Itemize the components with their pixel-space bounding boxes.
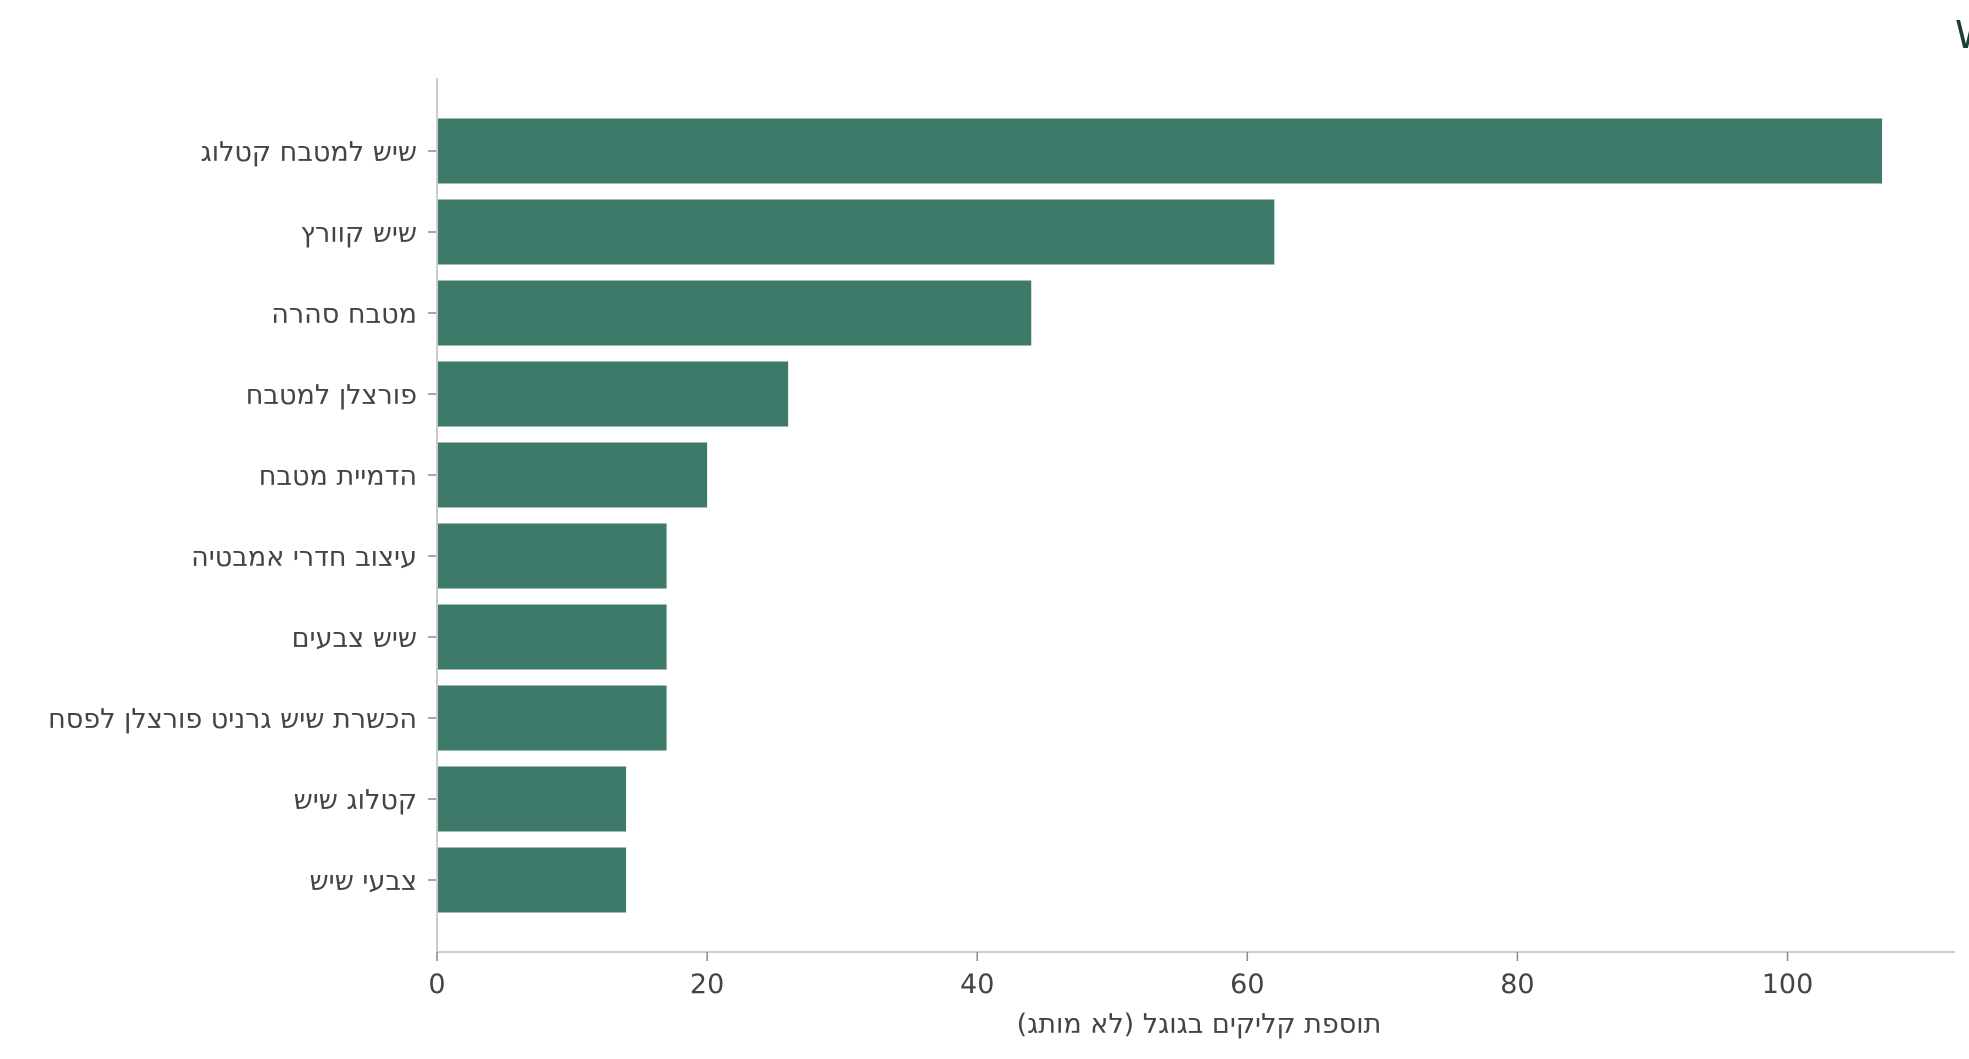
category-label: קטלוג שיש	[294, 785, 417, 816]
bar	[437, 442, 708, 508]
x-tick-label: 60	[1230, 969, 1264, 1000]
bar	[437, 199, 1275, 265]
bar	[437, 604, 667, 670]
category-label: מטבח סהרה	[271, 299, 417, 330]
x-tick-label: 40	[960, 969, 994, 1000]
category-label: פורצלן למטבח	[246, 380, 417, 411]
category-label: צבעי שיש	[310, 866, 417, 897]
category-labels: שיש למטבח קטלוג שיש קוורץ מטבח סהרה פורצלן …	[48, 137, 437, 897]
x-ticks: 0 20 40 60 80 100	[428, 952, 1813, 1000]
bar	[437, 523, 667, 589]
x-tick-label: 0	[428, 969, 445, 1000]
bar	[437, 118, 1883, 184]
category-label: הדמיית מטבח	[259, 461, 417, 492]
bar	[437, 847, 627, 913]
x-axis-title: תוספת קליקים בגוגל (לא מותג)	[1017, 1009, 1382, 1040]
category-label: הכשרת שיש גרניט פורצלן לפסח	[48, 704, 417, 735]
chart-title: ביטויים רלוונטיים שעלו · WMT	[1955, 13, 1969, 57]
x-tick-label: 80	[1500, 969, 1534, 1000]
x-tick-label: 100	[1762, 969, 1814, 1000]
category-label: שיש למטבח קטלוג	[201, 137, 417, 168]
bar	[437, 280, 1032, 346]
bar	[437, 361, 789, 427]
category-label: עיצוב חדרי אמבטיה	[191, 542, 417, 573]
category-label: שיש צבעים	[292, 623, 417, 654]
bars	[437, 118, 1883, 913]
x-tick-label: 20	[690, 969, 724, 1000]
bar	[437, 766, 627, 832]
category-label: שיש קוורץ	[300, 218, 417, 249]
bar	[437, 685, 667, 751]
